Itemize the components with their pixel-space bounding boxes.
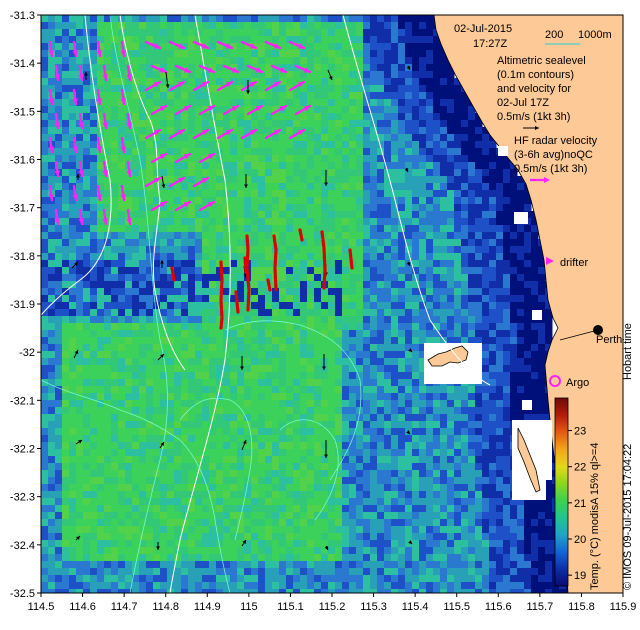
y-tick-label: -32.2 bbox=[10, 444, 35, 456]
x-tick-label: 115.7 bbox=[526, 601, 553, 613]
drifter-label: drifter bbox=[560, 257, 588, 269]
y-tick-label: -31.5 bbox=[10, 106, 35, 118]
colorbar-label: Temp. (°C) modisA 15% ql>=4 bbox=[589, 443, 601, 590]
legend-panel: 02-Jul-2015 17:27Z 200 1000m Altimetric … bbox=[454, 23, 622, 389]
y-axis: -31.3 -31.4 -31.5 -31.6 -31.7 -31.8 -31.9 -32 -3… bbox=[10, 10, 41, 600]
perth-label: Perth bbox=[596, 334, 622, 346]
garden-island bbox=[517, 427, 541, 493]
altimetric-scale-label: 0.5m/s (1kt 3h) bbox=[497, 111, 570, 123]
temperature-colorbar: 19 20 21 22 23 bbox=[554, 397, 586, 587]
bathy-200-label: 200 bbox=[545, 29, 563, 41]
x-tick-label: 114.9 bbox=[194, 601, 221, 613]
colorbar-tick-label: 19 bbox=[574, 570, 586, 582]
hf-scale-label: 0.5m/s (1kt 3h) bbox=[514, 163, 587, 175]
x-tick-label: 115.8 bbox=[568, 601, 595, 613]
drifter-tracks bbox=[170, 228, 354, 330]
sea-level-contours bbox=[41, 15, 491, 593]
hobart-time-label: Hobart time bbox=[622, 323, 634, 380]
x-axis: 114.5 114.6 114.7 114.8 114.9 115 115.1 115.2 11… bbox=[28, 593, 637, 613]
y-tick-label: -32.3 bbox=[10, 492, 35, 504]
argo-marker bbox=[549, 375, 561, 387]
drifter-legend-icon bbox=[546, 257, 554, 265]
altimetric-line-2: (0.1m contours) bbox=[497, 69, 574, 81]
y-tick-label: -32.5 bbox=[10, 588, 35, 600]
date-label: 02-Jul-2015 bbox=[454, 23, 512, 35]
x-tick-label: 114.8 bbox=[152, 601, 179, 613]
y-tick-label: -32.4 bbox=[10, 540, 35, 552]
altimetric-line-1: Altimetric sealevel bbox=[497, 55, 586, 67]
x-tick-label: 114.5 bbox=[28, 601, 55, 613]
credit-label: © IMOS 09-Jul-2015 17:04:22 bbox=[622, 444, 634, 590]
x-tick-label: 115.5 bbox=[443, 601, 470, 613]
y-tick-label: -32 bbox=[19, 347, 35, 359]
bathymetry-contours bbox=[41, 15, 362, 593]
y-tick-label: -31.8 bbox=[10, 251, 35, 263]
bathy-1000-label: 1000m bbox=[578, 29, 612, 41]
colorbar-tick-label: 22 bbox=[574, 462, 586, 474]
x-tick-label: 115.6 bbox=[485, 601, 512, 613]
argo-label: Argo bbox=[566, 377, 589, 389]
altimetric-line-3: and velocity for bbox=[497, 83, 571, 95]
x-tick-label: 114.7 bbox=[111, 601, 138, 613]
y-tick-label: -31.7 bbox=[10, 203, 35, 215]
hf-radar-velocity-arrows bbox=[48, 40, 312, 226]
hf-radar-line-1: HF radar velocity bbox=[514, 135, 598, 147]
colorbar-tick-label: 21 bbox=[574, 498, 586, 510]
x-tick-label: 115 bbox=[240, 601, 258, 613]
y-tick-label: -31.4 bbox=[10, 58, 35, 70]
x-tick-label: 115.3 bbox=[360, 601, 387, 613]
colorbar-tick-label: 23 bbox=[574, 426, 586, 438]
hf-scale-arrow bbox=[530, 177, 550, 183]
hf-radar-line-2: (3-6h avg)noQC bbox=[514, 149, 593, 161]
x-tick-label: 115.1 bbox=[277, 601, 304, 613]
x-tick-label: 115.9 bbox=[610, 601, 637, 613]
y-tick-label: -31.9 bbox=[10, 299, 35, 311]
colorbar-tick-label: 20 bbox=[574, 534, 586, 546]
sea-surface-temperature-field bbox=[41, 15, 574, 593]
rottnest-island bbox=[427, 345, 469, 367]
y-tick-label: -31.6 bbox=[10, 155, 35, 167]
altimetric-line-4: 02-Jul 17Z bbox=[497, 97, 549, 109]
time-label: 17:27Z bbox=[473, 38, 508, 50]
altimetric-scale-arrow bbox=[523, 126, 539, 130]
x-tick-label: 115.2 bbox=[319, 601, 346, 613]
y-tick-label: -32.1 bbox=[10, 395, 35, 407]
x-tick-label: 114.6 bbox=[69, 601, 96, 613]
x-tick-label: 115.4 bbox=[402, 601, 429, 613]
y-tick-label: -31.3 bbox=[10, 10, 35, 22]
